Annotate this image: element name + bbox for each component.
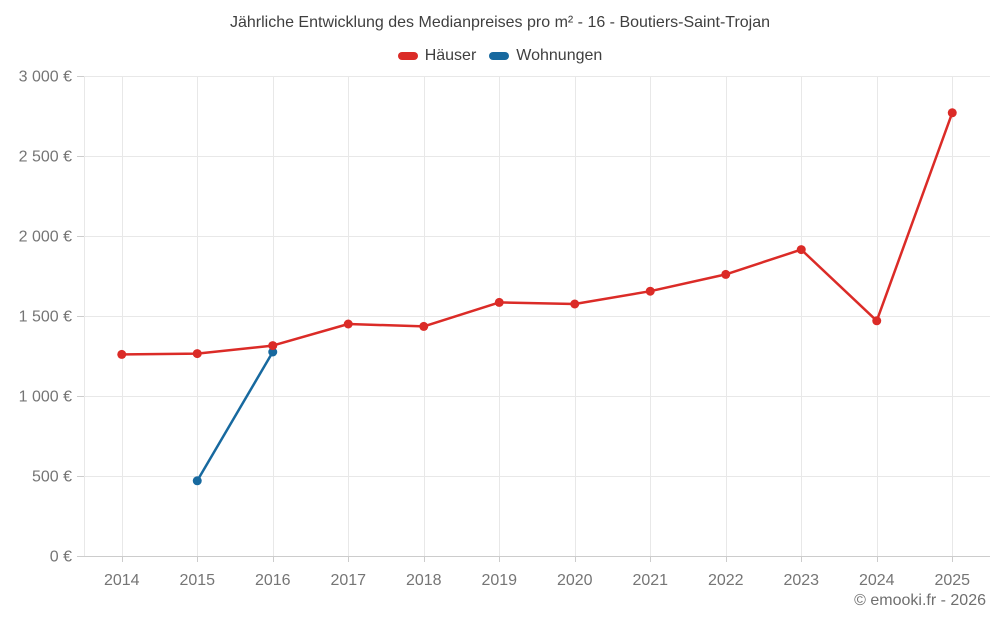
x-axis-label: 2016 xyxy=(255,572,291,589)
legend-label-wohnungen: Wohnungen xyxy=(516,47,603,64)
data-point-2025[interactable] xyxy=(947,108,957,118)
x-axis-label: 2014 xyxy=(104,572,140,589)
y-axis-label: 500 € xyxy=(32,469,72,486)
x-axis-label: 2024 xyxy=(859,572,895,589)
legend-item-wohnungen[interactable]: Wohnungen xyxy=(489,47,602,65)
data-point-2015[interactable] xyxy=(192,476,202,486)
wohnungen-series-swatch xyxy=(489,52,510,60)
x-axis-label: 2025 xyxy=(934,572,970,589)
x-axis-label: 2022 xyxy=(708,572,744,589)
x-axis-label: 2017 xyxy=(330,572,366,589)
x-axis-label: 2020 xyxy=(557,572,593,589)
x-axis-label: 2021 xyxy=(632,572,668,589)
data-point-2016[interactable] xyxy=(268,341,278,351)
data-point-2023[interactable] xyxy=(796,245,806,255)
x-axis-label: 2018 xyxy=(406,572,442,589)
y-axis-label: 2 000 € xyxy=(19,229,72,246)
haeuser-series-swatch xyxy=(397,52,418,60)
copyright-notice: © emooki.fr - 2026 xyxy=(854,592,986,609)
y-axis-label: 1 500 € xyxy=(19,309,72,326)
y-axis-label: 3 000 € xyxy=(19,69,72,86)
data-point-2015[interactable] xyxy=(192,349,202,359)
legend-item-haeuser[interactable]: Häuser xyxy=(397,47,477,65)
chart-title: Jährliche Entwicklung des Medianpreises … xyxy=(229,14,771,31)
series-line xyxy=(120,111,954,356)
legend: Häuser Wohnungen xyxy=(0,46,1000,66)
data-point-2018[interactable] xyxy=(419,321,429,331)
legend-label-haeuser: Häuser xyxy=(424,47,477,64)
y-axis-label: 0 € xyxy=(50,549,72,566)
x-axis-label: 2019 xyxy=(481,572,517,589)
y-axis-label: 2 500 € xyxy=(19,149,72,166)
x-axis-label: 2015 xyxy=(179,572,215,589)
data-point-2021[interactable] xyxy=(645,286,655,296)
data-point-2016[interactable] xyxy=(268,347,278,357)
data-point-2022[interactable] xyxy=(721,269,731,279)
data-point-2014[interactable] xyxy=(117,349,127,359)
data-point-2017[interactable] xyxy=(343,319,353,329)
series-line xyxy=(196,350,274,483)
data-point-2019[interactable] xyxy=(494,297,504,307)
data-point-2020[interactable] xyxy=(570,299,580,309)
data-point-2024[interactable] xyxy=(872,316,882,326)
y-axis-label: 1 000 € xyxy=(19,389,72,406)
x-axis-label: 2023 xyxy=(783,572,819,589)
